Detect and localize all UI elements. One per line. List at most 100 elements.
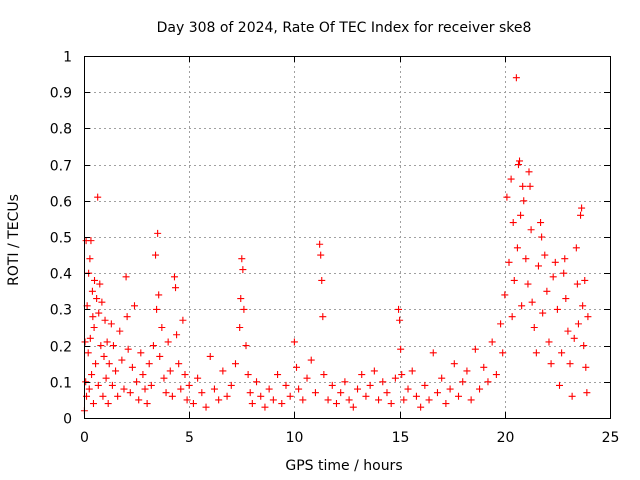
data-point xyxy=(514,161,522,169)
data-point xyxy=(505,258,513,266)
data-markers xyxy=(80,74,592,415)
data-point xyxy=(231,360,239,368)
data-point xyxy=(130,302,138,310)
data-point xyxy=(81,338,89,346)
data-point xyxy=(543,287,551,295)
data-point xyxy=(455,392,463,400)
data-point xyxy=(525,168,533,176)
y-tick-label: 0.3 xyxy=(50,303,72,319)
data-point xyxy=(240,305,248,313)
data-point xyxy=(582,363,590,371)
data-point xyxy=(438,374,446,382)
data-point xyxy=(162,389,170,397)
y-tick-label: 0.9 xyxy=(50,86,72,102)
y-tick-label: 0.1 xyxy=(50,376,72,392)
data-point xyxy=(541,251,549,259)
data-point xyxy=(517,211,525,219)
data-point xyxy=(508,313,516,321)
data-point xyxy=(556,381,564,389)
data-point xyxy=(116,327,124,335)
x-axis-label: GPS time / hours xyxy=(285,458,402,474)
data-point xyxy=(570,334,578,342)
data-point xyxy=(433,389,441,397)
data-point xyxy=(189,400,197,408)
data-point xyxy=(412,392,420,400)
data-point xyxy=(223,392,231,400)
data-point xyxy=(126,389,134,397)
data-point xyxy=(391,374,399,382)
data-point xyxy=(239,266,247,274)
data-point xyxy=(421,381,429,389)
data-point xyxy=(501,291,509,299)
data-point xyxy=(562,295,570,303)
data-point xyxy=(522,255,530,263)
data-point xyxy=(155,291,163,299)
grid xyxy=(84,56,610,418)
data-point xyxy=(246,389,254,397)
data-point xyxy=(584,313,592,321)
data-point xyxy=(316,240,324,248)
data-point xyxy=(153,305,161,313)
data-point xyxy=(120,385,128,393)
data-point xyxy=(488,338,496,346)
data-point xyxy=(396,316,404,324)
data-point xyxy=(324,396,332,404)
data-point xyxy=(168,392,176,400)
data-point xyxy=(85,385,93,393)
data-point xyxy=(105,360,113,368)
data-point xyxy=(102,374,110,382)
data-point xyxy=(257,392,265,400)
data-point xyxy=(583,389,591,397)
y-tick-label: 0.2 xyxy=(50,340,72,356)
data-point xyxy=(156,352,164,360)
x-tick-label: 20 xyxy=(497,430,515,446)
data-point xyxy=(370,367,378,375)
data-point xyxy=(149,342,157,350)
data-point xyxy=(227,381,235,389)
data-point xyxy=(118,356,126,364)
data-point xyxy=(471,345,479,353)
data-point xyxy=(128,363,136,371)
data-point xyxy=(143,400,151,408)
data-point xyxy=(160,374,168,382)
data-point xyxy=(295,385,303,393)
data-point xyxy=(253,378,261,386)
data-point xyxy=(320,371,328,379)
x-tick-label: 25 xyxy=(602,430,620,446)
data-point xyxy=(526,182,534,190)
data-point xyxy=(238,255,246,263)
data-point xyxy=(248,400,256,408)
y-tick-labels: 0 0.1 0.2 0.3 0.4 0.5 0.6 0.7 0.8 0.9 1 xyxy=(50,50,72,428)
data-point xyxy=(518,302,526,310)
data-point xyxy=(513,244,521,252)
data-point xyxy=(398,371,406,379)
data-point xyxy=(581,276,589,284)
data-point xyxy=(244,371,252,379)
data-point xyxy=(528,298,536,306)
data-point xyxy=(332,400,340,408)
data-point xyxy=(446,385,454,393)
data-point xyxy=(358,371,366,379)
data-point xyxy=(538,233,546,241)
data-point xyxy=(101,316,109,324)
data-point xyxy=(94,381,102,389)
data-point xyxy=(366,381,374,389)
data-point xyxy=(564,327,572,335)
data-point xyxy=(572,244,580,252)
data-point xyxy=(311,389,319,397)
data-point xyxy=(103,338,111,346)
data-point xyxy=(560,269,568,277)
data-point xyxy=(170,273,178,281)
data-point xyxy=(503,193,511,201)
x-tick-label: 10 xyxy=(286,430,304,446)
data-point xyxy=(383,389,391,397)
data-point xyxy=(147,381,155,389)
x-tick-label: 5 xyxy=(185,430,194,446)
data-point xyxy=(108,381,116,389)
data-point xyxy=(92,360,100,368)
data-point xyxy=(166,367,174,375)
data-point xyxy=(282,381,290,389)
data-point xyxy=(290,338,298,346)
data-point xyxy=(274,371,282,379)
data-point xyxy=(158,324,166,331)
